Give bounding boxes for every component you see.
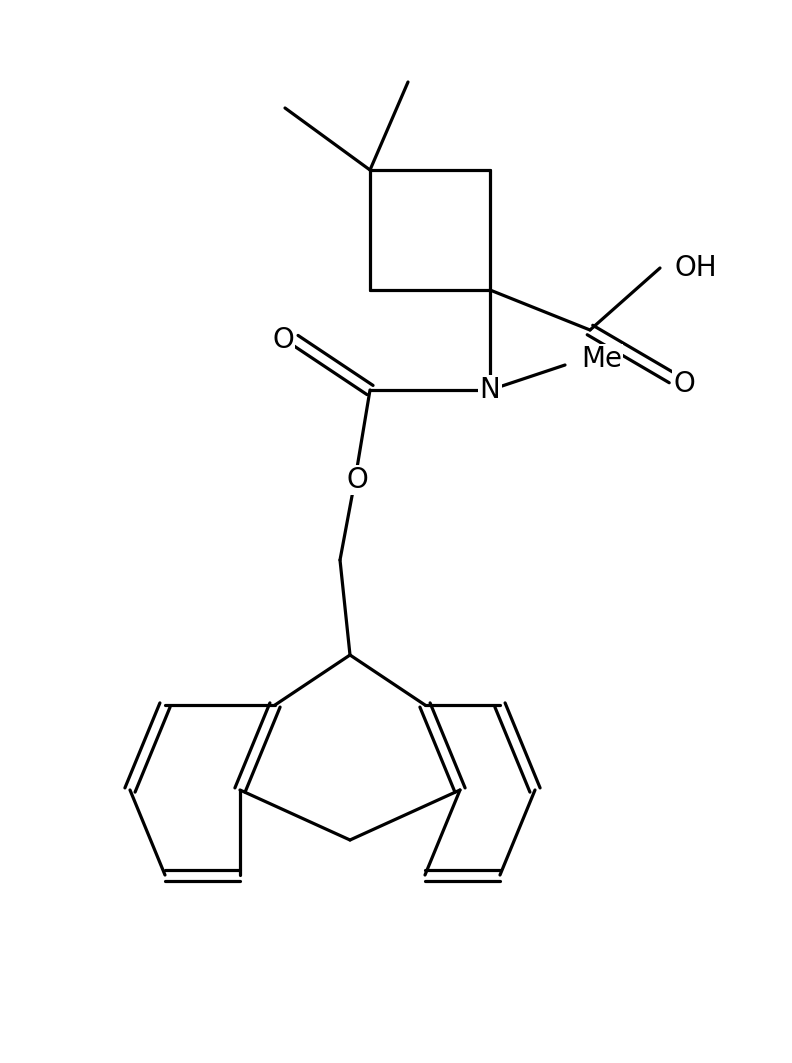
Text: O: O [346, 466, 367, 494]
Text: O: O [673, 370, 695, 398]
Text: Me: Me [581, 345, 622, 373]
Text: N: N [480, 376, 501, 404]
Text: O: O [272, 326, 294, 354]
Text: OH: OH [674, 254, 717, 282]
